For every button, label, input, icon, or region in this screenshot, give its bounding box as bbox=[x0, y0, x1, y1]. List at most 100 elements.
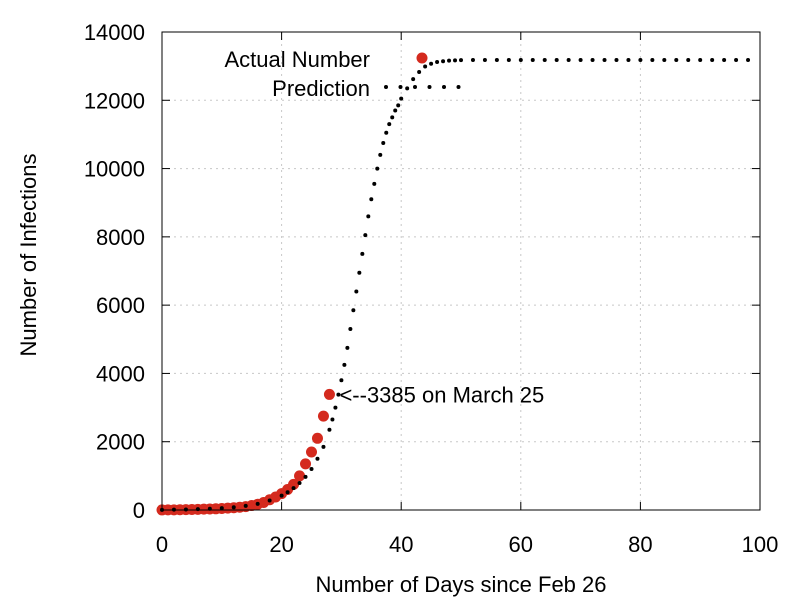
prediction-point bbox=[387, 122, 392, 127]
prediction-point bbox=[602, 57, 607, 62]
x-axis-label: Number of Days since Feb 26 bbox=[315, 572, 606, 597]
actual-point bbox=[306, 446, 317, 458]
actual-point bbox=[323, 388, 335, 400]
prediction-point bbox=[345, 345, 350, 350]
prediction-point bbox=[734, 57, 739, 62]
prediction-point bbox=[626, 57, 631, 62]
y-tick-label: 10000 bbox=[84, 157, 145, 182]
y-tick-label: 14000 bbox=[84, 20, 145, 45]
prediction-point bbox=[698, 57, 703, 62]
prediction-point bbox=[429, 61, 434, 66]
prediction-point bbox=[542, 57, 547, 62]
prediction-point bbox=[384, 130, 389, 135]
prediction-point bbox=[554, 57, 559, 62]
prediction-point bbox=[453, 58, 458, 63]
prediction-point bbox=[494, 57, 499, 62]
prediction-point bbox=[366, 214, 371, 219]
x-tick-label: 0 bbox=[156, 532, 168, 557]
prediction-point bbox=[470, 57, 475, 62]
legend-prediction-dot bbox=[442, 85, 446, 89]
prediction-point bbox=[482, 57, 487, 62]
prediction-point bbox=[518, 57, 523, 62]
legend-prediction-dot bbox=[398, 85, 403, 89]
x-tick-label: 100 bbox=[742, 532, 779, 557]
prediction-point bbox=[183, 507, 188, 512]
legend-prediction-dot bbox=[456, 85, 461, 89]
legend-label-actual: Actual Number bbox=[224, 47, 370, 72]
y-axis-label: Number of Infections bbox=[16, 154, 41, 357]
prediction-point bbox=[686, 57, 691, 62]
prediction-point bbox=[614, 57, 619, 62]
prediction-point bbox=[590, 57, 595, 62]
plot-frame bbox=[161, 31, 761, 511]
prediction-point bbox=[530, 57, 535, 62]
prediction-point bbox=[447, 58, 452, 63]
annotation-march-25: <--3385 on March 25 bbox=[339, 382, 544, 407]
prediction-point bbox=[375, 166, 380, 171]
prediction-point bbox=[357, 270, 362, 275]
prediction-point bbox=[315, 456, 320, 461]
prediction-point bbox=[342, 362, 347, 367]
prediction-point bbox=[348, 327, 353, 332]
x-tick-label: 80 bbox=[628, 532, 652, 557]
prediction-point bbox=[390, 115, 395, 120]
y-tick-label: 8000 bbox=[96, 225, 145, 250]
prediction-point bbox=[354, 289, 359, 294]
prediction-point bbox=[327, 427, 332, 432]
prediction-point bbox=[722, 57, 727, 62]
actual-point bbox=[317, 410, 329, 422]
y-tick-label: 4000 bbox=[96, 361, 145, 386]
prediction-point bbox=[710, 57, 715, 62]
prediction-point bbox=[578, 57, 583, 62]
axis-ticks bbox=[161, 31, 761, 511]
prediction-point bbox=[231, 505, 236, 510]
prediction-point bbox=[195, 507, 200, 512]
prediction-point bbox=[330, 417, 335, 422]
actual-point bbox=[300, 458, 312, 470]
prediction-point bbox=[219, 506, 224, 511]
prediction-point bbox=[303, 474, 308, 479]
y-tick-label: 0 bbox=[133, 498, 145, 523]
prediction-point bbox=[321, 444, 326, 449]
legend-marker-prediction bbox=[384, 85, 461, 89]
prediction-point bbox=[360, 251, 365, 256]
x-tick-label: 60 bbox=[509, 532, 533, 557]
legend-marker-actual bbox=[416, 52, 428, 64]
actual-point bbox=[288, 478, 300, 490]
prediction-point bbox=[399, 96, 404, 101]
legend-label-prediction: Prediction bbox=[272, 76, 370, 101]
prediction-point bbox=[441, 59, 446, 64]
grid bbox=[162, 32, 760, 510]
actual-point bbox=[311, 432, 323, 444]
plot-area bbox=[156, 57, 751, 516]
y-tick-label: 6000 bbox=[96, 293, 145, 318]
prediction-point bbox=[435, 60, 440, 65]
legend-prediction-dot bbox=[413, 85, 417, 89]
prediction-point bbox=[638, 57, 643, 62]
legend-prediction-dot bbox=[427, 85, 432, 89]
prediction-point bbox=[411, 77, 416, 82]
prediction-point bbox=[285, 490, 290, 495]
legend: Actual Number Prediction bbox=[224, 47, 461, 101]
prediction-point bbox=[309, 467, 314, 472]
prediction-point bbox=[746, 57, 751, 62]
prediction-point bbox=[396, 103, 401, 108]
y-tick-label: 12000 bbox=[84, 88, 145, 113]
prediction-point bbox=[291, 486, 296, 491]
prediction-point bbox=[506, 57, 511, 62]
prediction-point bbox=[333, 405, 338, 410]
tick-labels: 0 20 40 60 80 100 0 2000 4000 6000 8000 10000 12000 1… bbox=[84, 20, 779, 557]
prediction-point bbox=[339, 378, 344, 383]
prediction-point bbox=[372, 181, 377, 186]
x-tick-label: 20 bbox=[269, 532, 293, 557]
legend-prediction-dot bbox=[384, 85, 388, 89]
prediction-point bbox=[662, 57, 667, 62]
prediction-point bbox=[423, 64, 428, 69]
prediction-point bbox=[255, 501, 260, 506]
prediction-point bbox=[297, 481, 302, 486]
prediction-point bbox=[336, 392, 341, 397]
prediction-point bbox=[405, 86, 410, 91]
prediction-point bbox=[650, 57, 655, 62]
prediction-point bbox=[459, 58, 463, 63]
